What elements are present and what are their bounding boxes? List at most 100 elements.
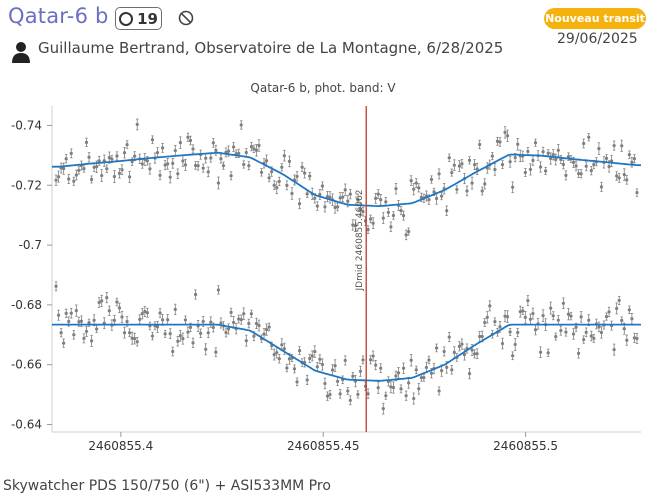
data-point	[384, 394, 388, 398]
data-point	[597, 325, 601, 329]
data-point	[191, 341, 195, 345]
x-tick-label: 2460855.4	[88, 439, 153, 453]
data-point	[417, 186, 421, 190]
data-point	[460, 162, 464, 166]
data-point	[171, 349, 175, 354]
data-point	[620, 318, 624, 323]
data-point	[361, 358, 365, 362]
data-point	[239, 318, 243, 322]
data-point	[173, 307, 177, 312]
data-point	[503, 314, 507, 318]
data-point	[105, 295, 109, 300]
data-point	[122, 331, 127, 335]
data-point	[336, 205, 340, 209]
data-point	[54, 178, 58, 182]
data-point	[219, 157, 223, 161]
data-point	[323, 205, 327, 209]
data-point	[330, 368, 335, 372]
data-point	[450, 368, 454, 372]
data-point	[368, 358, 373, 362]
data-point	[135, 122, 139, 127]
data-point	[427, 198, 431, 202]
data-point	[100, 299, 104, 303]
new-transit-badge: Nouveau transit	[544, 8, 646, 29]
data-point	[226, 149, 231, 153]
ban-icon[interactable]	[178, 10, 194, 26]
data-point	[584, 164, 588, 168]
data-point	[351, 374, 355, 378]
data-point	[188, 138, 193, 143]
data-point	[442, 349, 446, 354]
data-point	[318, 357, 322, 361]
data-point	[277, 357, 281, 361]
data-point	[72, 333, 76, 337]
data-point	[166, 162, 170, 166]
data-point	[412, 396, 416, 401]
data-point	[587, 135, 591, 139]
data-point	[526, 149, 530, 154]
data-point	[513, 342, 517, 347]
data-point	[475, 352, 479, 356]
data-point	[511, 185, 515, 189]
data-point	[495, 139, 500, 143]
data-point	[176, 172, 180, 176]
data-point	[277, 179, 281, 184]
data-point	[226, 327, 231, 331]
data-point	[79, 319, 84, 323]
data-point	[229, 174, 233, 178]
data-point	[617, 176, 621, 180]
data-point	[343, 358, 347, 363]
data-point	[292, 367, 297, 371]
data-point	[163, 332, 167, 336]
data-point	[574, 164, 578, 168]
data-point	[158, 173, 162, 177]
data-point	[89, 177, 94, 182]
observation-count-badge[interactable]: 19	[115, 7, 162, 30]
data-point	[257, 143, 261, 148]
data-point	[399, 387, 403, 391]
data-point	[247, 321, 251, 326]
mid-transit-label: JDmid 2460855.46062	[355, 190, 365, 292]
data-point	[287, 357, 292, 361]
data-point	[201, 319, 205, 324]
data-point	[473, 352, 477, 356]
data-point	[498, 325, 502, 329]
data-point	[115, 154, 119, 158]
data-point	[204, 156, 208, 160]
data-point	[272, 183, 276, 187]
data-point	[221, 164, 226, 168]
data-point	[556, 318, 560, 322]
data-point	[488, 304, 492, 308]
data-point	[77, 320, 81, 324]
data-point	[295, 380, 299, 384]
data-point	[475, 167, 479, 171]
data-point	[62, 341, 66, 345]
data-point	[630, 317, 634, 321]
data-point	[82, 167, 86, 171]
data-point	[310, 354, 314, 358]
data-point	[500, 341, 505, 346]
data-point	[429, 177, 434, 182]
data-point	[351, 223, 355, 227]
data-point	[267, 176, 271, 180]
data-point	[353, 224, 357, 228]
page-title[interactable]: Qatar-6 b	[8, 4, 109, 28]
data-point	[178, 141, 182, 145]
data-point	[74, 309, 78, 313]
data-point	[465, 189, 469, 193]
data-point	[272, 353, 276, 357]
data-point	[503, 130, 507, 134]
data-point	[229, 310, 233, 314]
data-point	[59, 331, 63, 335]
data-point	[513, 155, 517, 160]
data-point	[437, 172, 441, 176]
data-point	[282, 347, 286, 351]
data-point	[561, 301, 565, 305]
data-point	[516, 330, 520, 335]
data-point	[105, 167, 109, 171]
data-point	[531, 158, 535, 162]
light-curve-chart: Qatar-6 b, phot. band: V -0.74 -0.72 -0.7 -…	[11, 81, 641, 453]
data-point	[371, 221, 375, 225]
data-point	[107, 156, 111, 160]
data-point	[483, 320, 487, 325]
